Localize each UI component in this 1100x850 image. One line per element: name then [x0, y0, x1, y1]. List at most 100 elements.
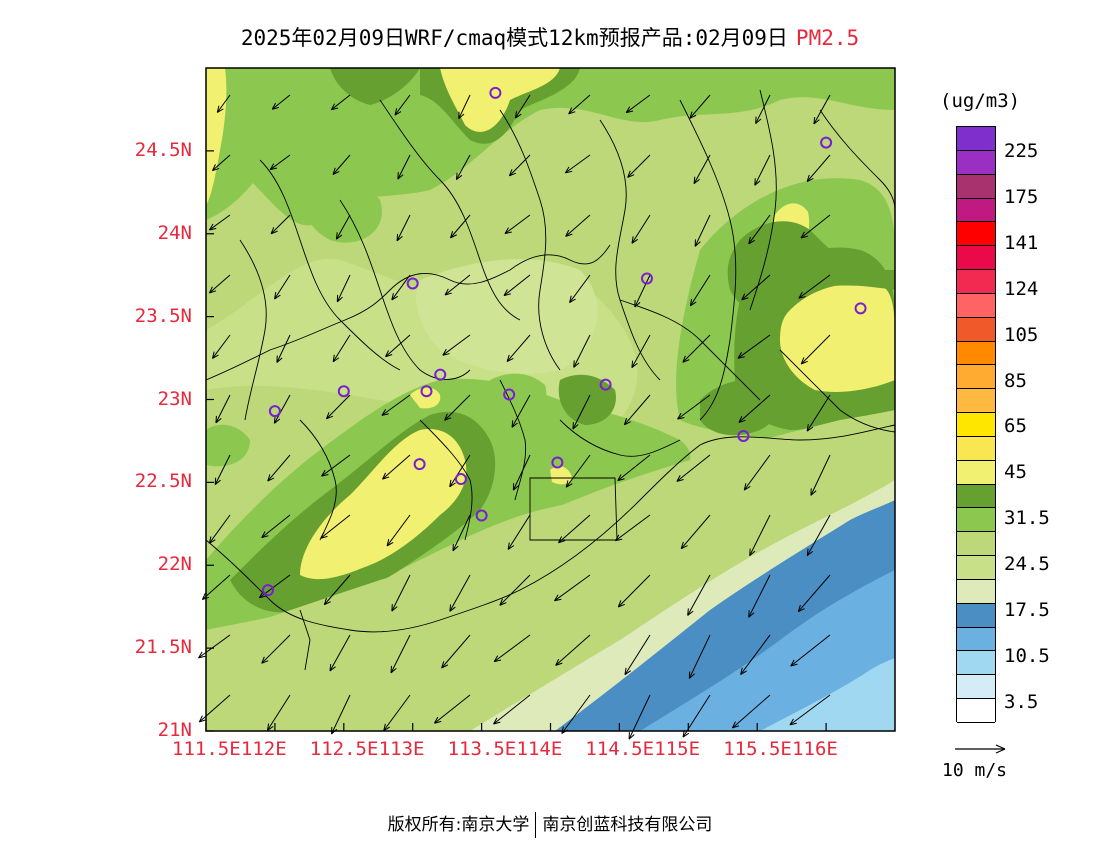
map-title: 2025年02月09日WRF/cmaq模式12km预报产品:02月09日 PM2.…	[0, 22, 1100, 52]
wind-key-arrow	[955, 744, 1006, 754]
legend-swatch	[957, 150, 995, 175]
wind-arrow	[336, 274, 351, 303]
wind-arrow	[689, 94, 711, 119]
wind-arrow	[743, 454, 771, 491]
wind-arrow	[271, 94, 291, 110]
legend-label: 85	[1004, 369, 1027, 392]
site-marker	[820, 136, 833, 149]
legend-label: 10.5	[1004, 644, 1050, 667]
wind-arrow	[508, 154, 531, 177]
wind-arrow	[800, 334, 831, 365]
wind-arrow	[335, 214, 351, 240]
wind-arrow	[208, 514, 231, 544]
wind-arrow	[614, 514, 651, 542]
wind-arrow	[634, 274, 651, 308]
wind-arrow	[507, 514, 531, 550]
site-marker	[454, 473, 467, 486]
wind-arrow	[810, 454, 831, 496]
legend-swatch	[957, 532, 995, 557]
wind-arrow	[754, 154, 771, 186]
legend-label: 225	[1004, 140, 1039, 162]
site-marker	[489, 86, 502, 99]
legend-label: 175	[1004, 185, 1039, 208]
wind-arrow	[798, 274, 831, 299]
concentration-field	[206, 68, 895, 731]
footer-copyright: 版权所有:南京大学	[387, 815, 530, 835]
wind-key-label: 10 m/s	[942, 760, 1008, 781]
axis-ticks	[205, 150, 827, 732]
wind-arrow	[273, 394, 291, 424]
wind-arrow	[572, 394, 591, 430]
wind-arrow	[330, 94, 351, 111]
site-marker	[475, 509, 488, 522]
wind-arrow	[806, 514, 831, 557]
site-marker	[599, 378, 612, 391]
site-marker	[337, 385, 350, 398]
wind-arrow	[748, 574, 771, 618]
wind-arrow	[806, 394, 831, 432]
site-marker	[413, 458, 426, 471]
lon-tick-label: 111.5E	[172, 738, 241, 760]
wind-arrow	[270, 214, 291, 235]
wind-arrow	[740, 634, 771, 675]
wind-arrow	[201, 574, 231, 601]
legend-swatch	[957, 508, 995, 533]
legend-swatch	[957, 246, 995, 271]
legend-swatch	[957, 293, 995, 318]
legend-swatch	[957, 341, 995, 366]
wind-arrow	[797, 574, 831, 613]
lat-tick-label: 21.5N	[134, 636, 192, 659]
legend-swatch	[957, 556, 995, 580]
legend-label: 45	[1004, 461, 1027, 484]
wind-arrow	[617, 574, 651, 608]
footer: 版权所有:南京大学 南京创蓝科技有限公司	[0, 810, 1100, 838]
wind-arrow	[198, 694, 231, 723]
legend-swatch	[957, 484, 995, 509]
wind-arrow	[276, 334, 291, 363]
legend-swatch	[957, 579, 995, 604]
wind-arrow	[694, 214, 711, 247]
lat-tick-label: 23.5N	[134, 304, 192, 327]
wind-arrow	[680, 514, 711, 550]
site-marker	[420, 385, 433, 398]
wind-arrow	[383, 694, 411, 732]
wind-arrow	[506, 334, 531, 362]
site-marker	[551, 456, 564, 469]
wind-arrow	[555, 634, 591, 666]
legend-label: 65	[1004, 415, 1027, 438]
wind-arrow	[267, 454, 291, 482]
legend-swatch	[957, 651, 995, 676]
wind-arrow	[677, 394, 711, 420]
wind-arrow	[444, 394, 471, 421]
wind-arrow	[449, 454, 471, 488]
wind-arrow	[391, 574, 411, 612]
province-county-boundaries	[206, 89, 895, 671]
wind-vectors	[198, 94, 831, 740]
wind-arrow	[565, 454, 591, 488]
wind-arrow	[806, 154, 831, 183]
wind-arrow	[493, 634, 531, 663]
wind-arrow	[748, 214, 771, 245]
wind-arrow	[511, 394, 531, 428]
wind-arrow	[455, 154, 471, 181]
lon-tick-label: 112E	[240, 738, 287, 760]
wind-arrow	[749, 514, 771, 557]
wind-arrow	[441, 634, 471, 669]
wind-arrow	[198, 634, 231, 659]
wind-arrow	[682, 694, 711, 738]
wind-arrow	[738, 394, 771, 424]
wind-arrow	[737, 334, 771, 359]
wind-arrow	[386, 514, 411, 547]
wind-arrow	[216, 94, 231, 113]
wind-arrow	[568, 94, 591, 115]
lon-tick-label: 113.5E	[447, 738, 517, 760]
legend-swatch	[957, 365, 995, 390]
wind-arrow	[214, 454, 231, 486]
wind-arrow	[631, 214, 651, 244]
lon-tick-label: 114E	[516, 738, 563, 760]
wind-arrow	[624, 634, 651, 676]
lat-tick-label: 23N	[157, 387, 192, 410]
wind-arrow	[688, 634, 711, 679]
title-main: 2025年02月09日WRF/cmaq模式12km预报产品:02月09日	[240, 26, 788, 50]
wind-arrow	[434, 694, 471, 724]
